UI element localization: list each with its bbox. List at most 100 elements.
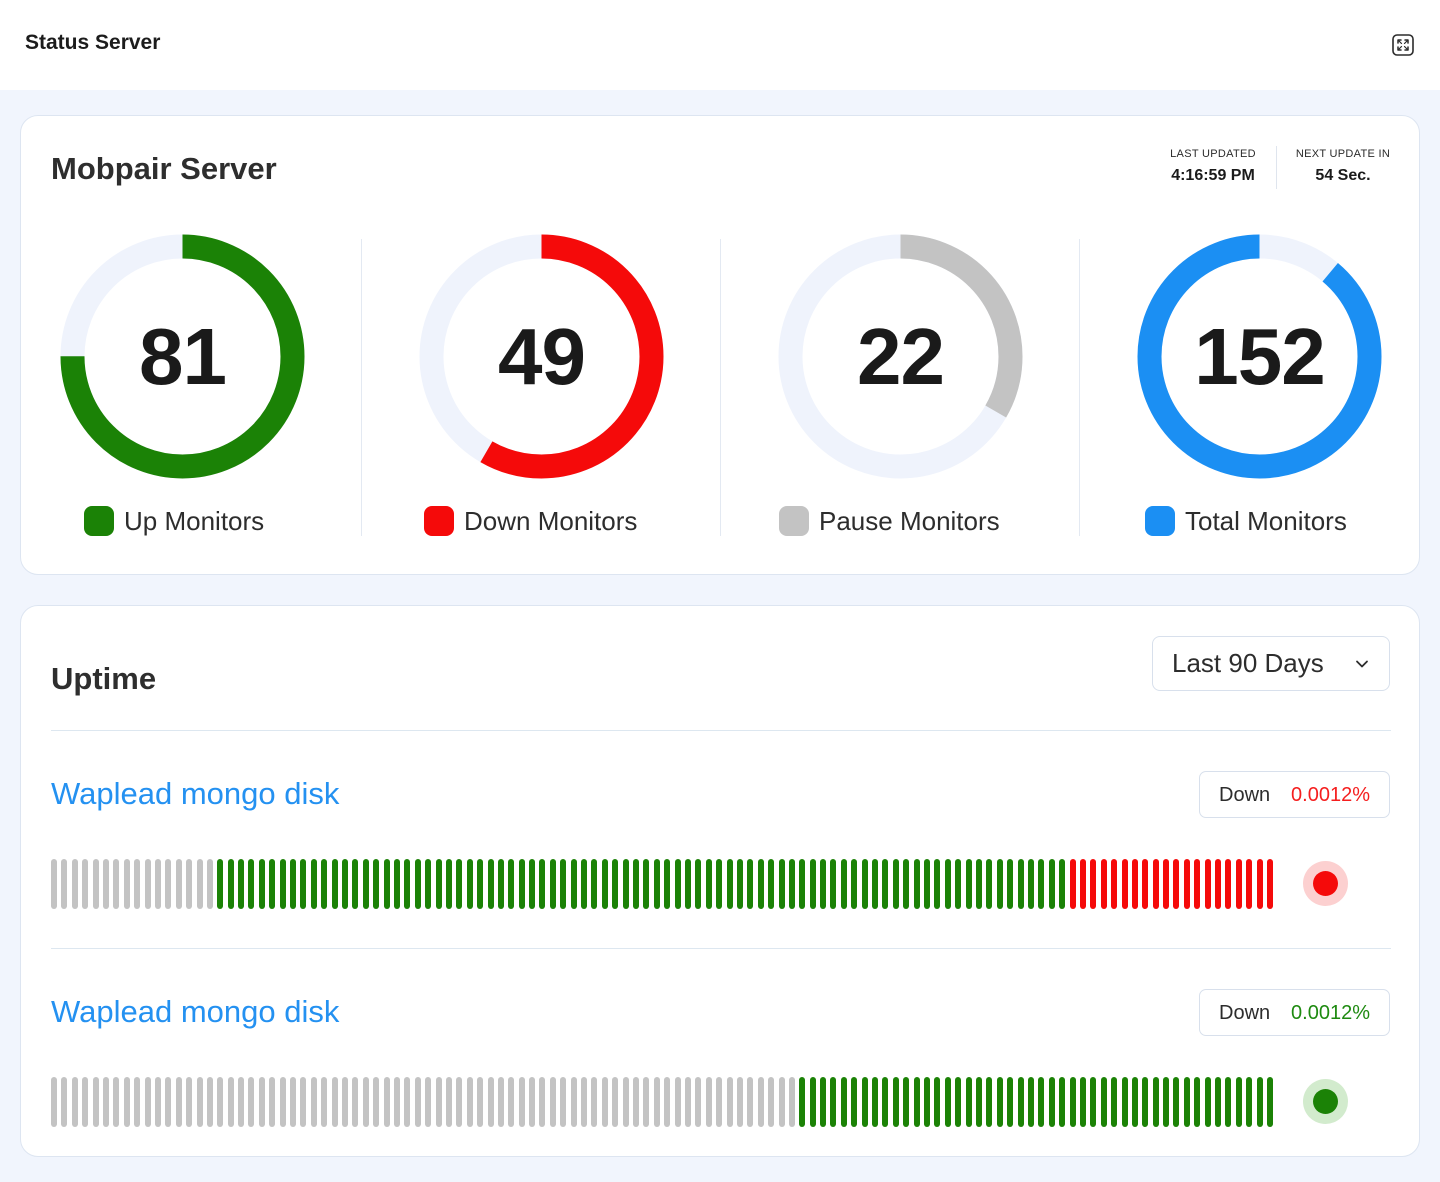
uptime-bar-up[interactable] [1267, 1077, 1273, 1127]
uptime-bar-up[interactable] [1038, 859, 1045, 909]
uptime-bar-up[interactable] [1111, 1077, 1118, 1127]
uptime-bar-up[interactable] [549, 859, 556, 909]
uptime-bar-up[interactable] [716, 859, 723, 909]
uptime-bar-up[interactable] [601, 859, 608, 909]
uptime-bar-pause[interactable] [736, 1077, 743, 1127]
uptime-bar-up[interactable] [529, 859, 536, 909]
uptime-bar-up[interactable] [1131, 1077, 1138, 1127]
uptime-bar-pause[interactable] [518, 1077, 525, 1127]
expand-icon[interactable] [1392, 34, 1414, 56]
uptime-bar-up[interactable] [1090, 1077, 1097, 1127]
uptime-bar-pause[interactable] [321, 1077, 328, 1127]
uptime-bar-down[interactable] [1225, 859, 1232, 909]
uptime-bar-down[interactable] [1163, 859, 1170, 909]
uptime-bar-up[interactable] [383, 859, 390, 909]
uptime-bar-up[interactable] [924, 1077, 931, 1127]
uptime-bar-down[interactable] [1235, 859, 1242, 909]
uptime-bar-pause[interactable] [71, 1077, 78, 1127]
uptime-bar-up[interactable] [425, 859, 432, 909]
uptime-bar-up[interactable] [934, 859, 941, 909]
uptime-bar-pause[interactable] [508, 1077, 515, 1127]
uptime-bar-up[interactable] [248, 859, 255, 909]
uptime-bar-pause[interactable] [206, 859, 213, 909]
uptime-bar-up[interactable] [612, 859, 619, 909]
uptime-bar-up[interactable] [300, 859, 307, 909]
uptime-bar-pause[interactable] [393, 1077, 400, 1127]
uptime-bar-up[interactable] [986, 859, 993, 909]
uptime-bar-up[interactable] [934, 1077, 941, 1127]
uptime-bar-pause[interactable] [144, 859, 151, 909]
uptime-bar-up[interactable] [820, 859, 827, 909]
uptime-bar-up[interactable] [1246, 1077, 1253, 1127]
uptime-bar-pause[interactable] [82, 1077, 89, 1127]
uptime-bar-pause[interactable] [154, 859, 161, 909]
uptime-bar-up[interactable] [477, 859, 484, 909]
uptime-bar-up[interactable] [643, 859, 650, 909]
uptime-bar-pause[interactable] [352, 1077, 359, 1127]
uptime-bar-up[interactable] [975, 859, 982, 909]
uptime-bar-pause[interactable] [134, 1077, 141, 1127]
uptime-bar-pause[interactable] [279, 1077, 286, 1127]
uptime-bar-pause[interactable] [404, 1077, 411, 1127]
uptime-bar-pause[interactable] [581, 1077, 588, 1127]
uptime-bar-up[interactable] [840, 859, 847, 909]
uptime-bar-pause[interactable] [788, 1077, 795, 1127]
uptime-bar-up[interactable] [1194, 1077, 1201, 1127]
uptime-bar-up[interactable] [996, 859, 1003, 909]
uptime-bar-up[interactable] [778, 859, 785, 909]
uptime-bar-pause[interactable] [643, 1077, 650, 1127]
uptime-bar-up[interactable] [747, 859, 754, 909]
uptime-bar-up[interactable] [768, 859, 775, 909]
uptime-bar-pause[interactable] [144, 1077, 151, 1127]
uptime-bar-down[interactable] [1069, 859, 1076, 909]
uptime-bar-up[interactable] [830, 1077, 837, 1127]
uptime-bar-pause[interactable] [92, 1077, 99, 1127]
uptime-bar-up[interactable] [373, 859, 380, 909]
uptime-bar-pause[interactable] [612, 1077, 619, 1127]
uptime-bar-up[interactable] [622, 859, 629, 909]
uptime-bar-pause[interactable] [123, 1077, 130, 1127]
uptime-bar-up[interactable] [903, 859, 910, 909]
uptime-bar-up[interactable] [903, 1077, 910, 1127]
uptime-bar-up[interactable] [1007, 859, 1014, 909]
uptime-bar-pause[interactable] [238, 1077, 245, 1127]
uptime-bar-down[interactable] [1079, 859, 1086, 909]
uptime-bar-pause[interactable] [477, 1077, 484, 1127]
uptime-bar-pause[interactable] [497, 1077, 504, 1127]
uptime-bar-pause[interactable] [768, 1077, 775, 1127]
uptime-bar-up[interactable] [892, 1077, 899, 1127]
uptime-bar-pause[interactable] [684, 1077, 691, 1127]
uptime-bar-up[interactable] [310, 859, 317, 909]
uptime-bar-up[interactable] [570, 859, 577, 909]
uptime-bar-pause[interactable] [248, 1077, 255, 1127]
uptime-bar-up[interactable] [695, 859, 702, 909]
uptime-bar-pause[interactable] [196, 1077, 203, 1127]
uptime-bar-up[interactable] [539, 859, 546, 909]
uptime-bar-pause[interactable] [113, 859, 120, 909]
uptime-bar-pause[interactable] [61, 1077, 68, 1127]
uptime-bar-up[interactable] [872, 1077, 879, 1127]
uptime-bar-pause[interactable] [186, 1077, 193, 1127]
uptime-bar-down[interactable] [1100, 859, 1107, 909]
uptime-bar-up[interactable] [872, 859, 879, 909]
uptime-bar-up[interactable] [1069, 1077, 1076, 1127]
uptime-bar-up[interactable] [1163, 1077, 1170, 1127]
uptime-bar-up[interactable] [238, 859, 245, 909]
uptime-bar-pause[interactable] [134, 859, 141, 909]
uptime-bar-up[interactable] [414, 859, 421, 909]
uptime-bar-up[interactable] [1100, 1077, 1107, 1127]
uptime-bar-up[interactable] [487, 859, 494, 909]
uptime-bar-pause[interactable] [539, 1077, 546, 1127]
uptime-bar-up[interactable] [705, 859, 712, 909]
uptime-bar-down[interactable] [1131, 859, 1138, 909]
uptime-bar-up[interactable] [1007, 1077, 1014, 1127]
uptime-bar-down[interactable] [1111, 859, 1118, 909]
uptime-bar-up[interactable] [227, 859, 234, 909]
uptime-bar-up[interactable] [518, 859, 525, 909]
uptime-bar-pause[interactable] [102, 859, 109, 909]
uptime-bar-pause[interactable] [71, 859, 78, 909]
uptime-bar-up[interactable] [1121, 1077, 1128, 1127]
uptime-bar-pause[interactable] [258, 1077, 265, 1127]
uptime-bar-up[interactable] [1059, 859, 1066, 909]
uptime-bar-up[interactable] [445, 859, 452, 909]
